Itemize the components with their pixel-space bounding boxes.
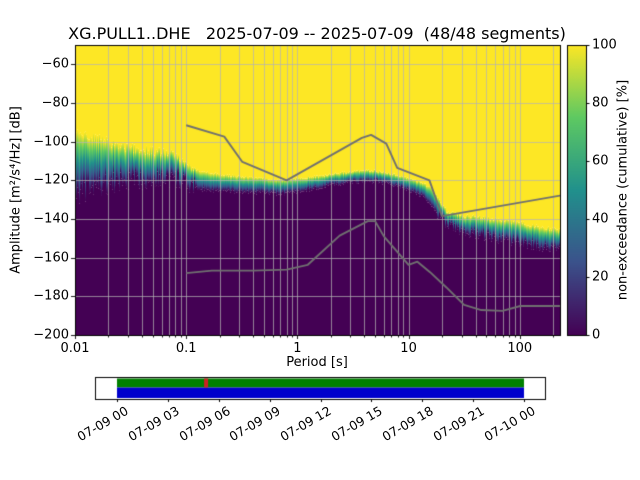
colorbar-label: non-exceedance (cumulative) [%] — [615, 79, 631, 301]
x-tick-label: 1 — [293, 341, 302, 356]
x-axis-label: Period [s] — [286, 355, 348, 370]
y-tick-label: −120 — [33, 172, 69, 188]
y-tick-label: −180 — [33, 288, 69, 304]
plot-title: XG.PULL1..DHE 2025-07-09 -- 2025-07-09 (… — [68, 24, 566, 43]
x-tick-label: 0.01 — [60, 341, 90, 356]
y-axis-label: Amplitude [m²/s⁴/Hz] [dB] — [8, 106, 24, 274]
colorbar-tick-label: 0 — [592, 327, 601, 343]
colorbar-tick-label: 20 — [592, 269, 609, 285]
x-tick-label: 10 — [400, 341, 417, 356]
colorbar-tick-label: 80 — [592, 95, 609, 111]
x-tick-label: 0.1 — [175, 341, 197, 356]
y-tick-label: −60 — [41, 56, 69, 72]
y-tick-label: −200 — [33, 327, 69, 343]
colorbar-tick-label: 60 — [592, 153, 609, 169]
y-tick-label: −80 — [41, 95, 69, 111]
colorbar-tick-label: 100 — [592, 37, 617, 53]
colorbar-tick-label: 40 — [592, 211, 609, 227]
x-tick-label: 100 — [507, 341, 533, 356]
y-tick-label: −160 — [33, 250, 69, 266]
y-tick-label: −140 — [33, 211, 69, 227]
y-tick-label: −100 — [33, 134, 69, 150]
